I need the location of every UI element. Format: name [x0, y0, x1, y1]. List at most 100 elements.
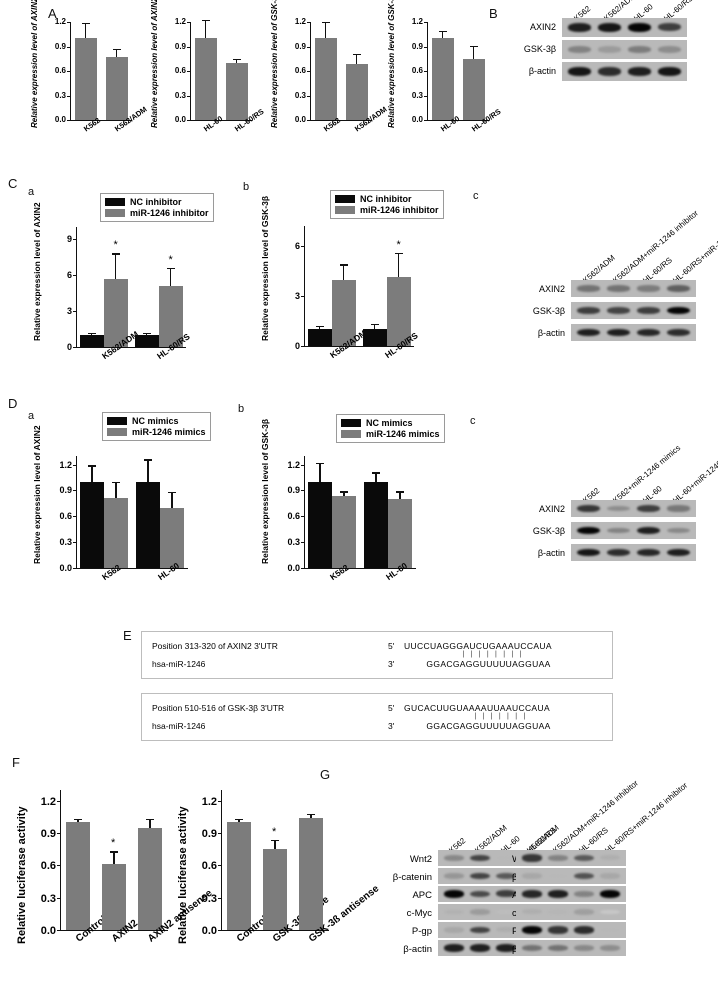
cDb-bar-1-0: [364, 481, 388, 568]
cF2-ytick-4: 1.2: [201, 795, 217, 808]
cA3-errorbar-1-0: [355, 53, 358, 64]
blotGL-row-label-4: P-gp: [411, 926, 432, 937]
panel-letter-g: G: [320, 767, 331, 782]
cA3-baseline: [310, 120, 372, 122]
cCb-ytickmark-0: [301, 346, 304, 347]
cDa-axis: [76, 456, 189, 568]
cA4-errorcap-1-0: [469, 45, 478, 47]
blotB-row-label-1: GSK-3β: [523, 44, 556, 54]
cF1-bar-0-0: [66, 822, 90, 930]
chart-a1-ylabel: Relative expression level of AXIN2: [30, 0, 39, 128]
blotGR-band-3-0: [522, 909, 542, 915]
sequence-0-target-label: Position 313-320 of AXIN2 3'UTR: [152, 641, 278, 651]
cCb-ytick-1: 3: [294, 291, 300, 301]
blotGR-band-2-0: [522, 890, 542, 898]
cA2-ytick-4: 1.2: [174, 17, 186, 26]
cF1-baseline: [60, 930, 168, 932]
cA1-bar-1-0: [105, 57, 128, 120]
blotGL-row-label-1: β-catenin: [392, 872, 432, 883]
blotCc-band-1-2: [637, 306, 660, 314]
cF2-bar-2-0: [299, 818, 323, 930]
blotCc-band-2-1: [607, 328, 630, 337]
cF2-errorcap-1-0: [271, 839, 279, 841]
cCb-significance-1: *: [396, 238, 401, 251]
blotCc-row-label-1: GSK-3β: [532, 306, 565, 316]
cA4-errorbar-0-0: [441, 30, 444, 39]
cDb-ytickmark-0: [301, 568, 304, 569]
cF2-ytick-3: 0.9: [201, 828, 217, 841]
blotB-band-1-1: [598, 46, 621, 53]
cA2-ytick-2: 0.6: [174, 66, 186, 75]
blotGR-band-1-1: [548, 873, 568, 879]
blotCc-band-0-0: [577, 285, 600, 292]
sequence-0-mir-label: hsa-miR-1246: [152, 659, 206, 669]
cDa-bar-0-1: [104, 498, 128, 568]
cF2-ytick-1: 0.3: [201, 892, 217, 905]
blotGR-band-0-3: [600, 855, 620, 861]
blotGL-band-2-1: [470, 890, 490, 898]
blotCc-strip-1: [571, 302, 696, 319]
cCb-legend-swatch-0: [335, 195, 355, 203]
cCa-baseline: [76, 347, 186, 349]
cF1-errorbar-2-0: [149, 819, 151, 828]
blotDc-strip-2: [571, 544, 696, 561]
blotGL-band-1-2: [496, 872, 516, 880]
cDb-legend-swatch-0: [341, 419, 361, 427]
blotCc-band-2-3: [667, 328, 690, 337]
cA2-errorbar-1-0: [235, 58, 238, 63]
chart-f1: Relative luciferase activity 0.0 0.3 0.6 0.…: [14, 780, 215, 995]
cF2-errorbar-0-0: [238, 819, 240, 823]
panel-c-sub-b: b: [243, 181, 250, 193]
blotDc-row-label-1: GSK-3β: [532, 526, 565, 536]
cA1-axis: [70, 22, 133, 120]
cA2-ytickmark-0: [187, 120, 190, 121]
panel-d-sub-a: a: [28, 410, 35, 422]
cCb-errorbar-0-1: [342, 264, 345, 281]
blotGL-band-4-0: [444, 927, 464, 933]
cA4-ytickmark-0: [424, 120, 427, 121]
cA3-ytickmark-3: [307, 46, 310, 48]
cDb-errorcap-0-1: [340, 491, 348, 493]
cCa-legend-row-0: NC inhibitor: [105, 197, 209, 207]
blotDc-row-label-0: AXIN2: [538, 504, 565, 514]
cF2-errorbar-2-0: [310, 813, 312, 818]
chart-f2: Relative luciferase activity 0.0 0.3 0.6 0.…: [175, 780, 381, 995]
cCb-legend-row-1: miR-1246 inhibitor: [335, 205, 439, 215]
cF2-axis: [221, 790, 330, 930]
blotB-strip-2: [562, 62, 687, 81]
cDb-ytickmark-4: [301, 464, 304, 466]
cA2-errorcap-1-0: [232, 58, 241, 60]
cF1-bar-1-0: [102, 864, 126, 930]
blotB-band-2-2: [628, 67, 651, 76]
cCa-ytickmark-2: [73, 275, 76, 276]
cF2-ytick-0: 0.0: [201, 925, 217, 937]
cF2-ytickmark-3: [218, 833, 221, 835]
cDb-legend: NC mimics miR-1246 mimics: [336, 414, 445, 443]
chart-a4-ylabel: Relative expression level of GSK-3β: [387, 0, 396, 128]
cA2-ytick-1: 0.3: [174, 90, 186, 100]
cA3-ytick-0: 0.0: [294, 115, 306, 124]
sequence-1-mir-label: hsa-miR-1246: [152, 721, 206, 731]
blotGR-band-4-0: [522, 926, 542, 934]
cCb-ytick-0: 0: [294, 341, 300, 351]
cF1-ytick-0: 0.0: [40, 925, 56, 937]
cDb-ytickmark-1: [301, 542, 304, 544]
blotCc-strip-0: [571, 280, 696, 297]
panel-letter-d: D: [8, 396, 18, 411]
cA1-ytick-0: 0.0: [54, 115, 66, 124]
cA3-ytickmark-2: [307, 71, 310, 72]
cDb-ytick-1: 0.3: [287, 537, 300, 548]
cF1-errorcap-1-0: [110, 851, 118, 853]
blotDc-band-2-0: [577, 548, 600, 557]
cCa-ytick-2: 6: [66, 270, 72, 280]
blotDc-band-1-1: [607, 527, 630, 534]
blotCc-band-1-3: [667, 306, 690, 315]
cA4-ytick-2: 0.6: [411, 66, 423, 75]
cA4-ytickmark-3: [424, 46, 427, 48]
panel-letter-c: C: [8, 176, 18, 191]
cA1-ytickmark-1: [67, 95, 70, 97]
cDb-legend-swatch-1: [341, 430, 361, 438]
cA3-ytickmark-1: [307, 95, 310, 97]
cF2-baseline: [221, 930, 329, 932]
blotGL-band-3-2: [496, 909, 516, 915]
